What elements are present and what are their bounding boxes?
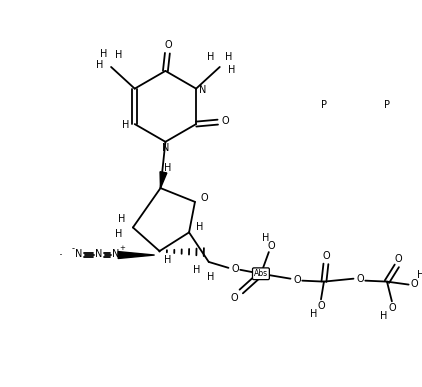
Text: O: O: [411, 279, 418, 289]
Text: H: H: [100, 49, 107, 59]
Text: N: N: [199, 85, 207, 94]
Text: H: H: [196, 223, 203, 233]
Text: O: O: [268, 241, 276, 251]
Text: H: H: [115, 50, 123, 60]
Text: O: O: [322, 251, 330, 261]
Text: O: O: [357, 274, 364, 284]
Text: O: O: [200, 193, 208, 203]
Text: P: P: [384, 100, 390, 110]
Text: H: H: [116, 229, 123, 240]
Text: H: H: [262, 233, 270, 243]
Text: +: +: [119, 245, 125, 251]
Text: N: N: [95, 249, 102, 259]
Text: H: H: [207, 272, 214, 282]
Text: H: H: [311, 309, 318, 319]
Text: O: O: [230, 293, 238, 303]
Text: H: H: [228, 65, 235, 75]
Text: H: H: [119, 214, 126, 224]
Text: H: H: [225, 52, 232, 62]
Text: N: N: [113, 249, 120, 259]
Text: ·: ·: [59, 248, 63, 262]
Text: H: H: [96, 60, 103, 70]
Text: H: H: [380, 311, 388, 321]
Polygon shape: [118, 252, 154, 259]
Text: O: O: [395, 254, 403, 264]
Text: H: H: [122, 120, 130, 130]
Text: O: O: [165, 40, 172, 50]
Text: H: H: [207, 52, 214, 62]
Text: H: H: [164, 163, 171, 173]
Text: O: O: [294, 275, 301, 285]
Text: H: H: [417, 270, 422, 280]
Text: Abs: Abs: [254, 269, 268, 278]
Text: O: O: [232, 264, 239, 274]
Text: -: -: [71, 244, 74, 253]
Text: P: P: [321, 100, 327, 110]
Text: H: H: [164, 255, 171, 265]
Text: O: O: [388, 303, 396, 313]
Text: H: H: [193, 265, 200, 275]
Text: O: O: [222, 116, 230, 126]
Text: N: N: [75, 249, 82, 259]
Polygon shape: [160, 172, 167, 188]
Text: N: N: [162, 143, 169, 153]
Text: O: O: [317, 301, 325, 311]
